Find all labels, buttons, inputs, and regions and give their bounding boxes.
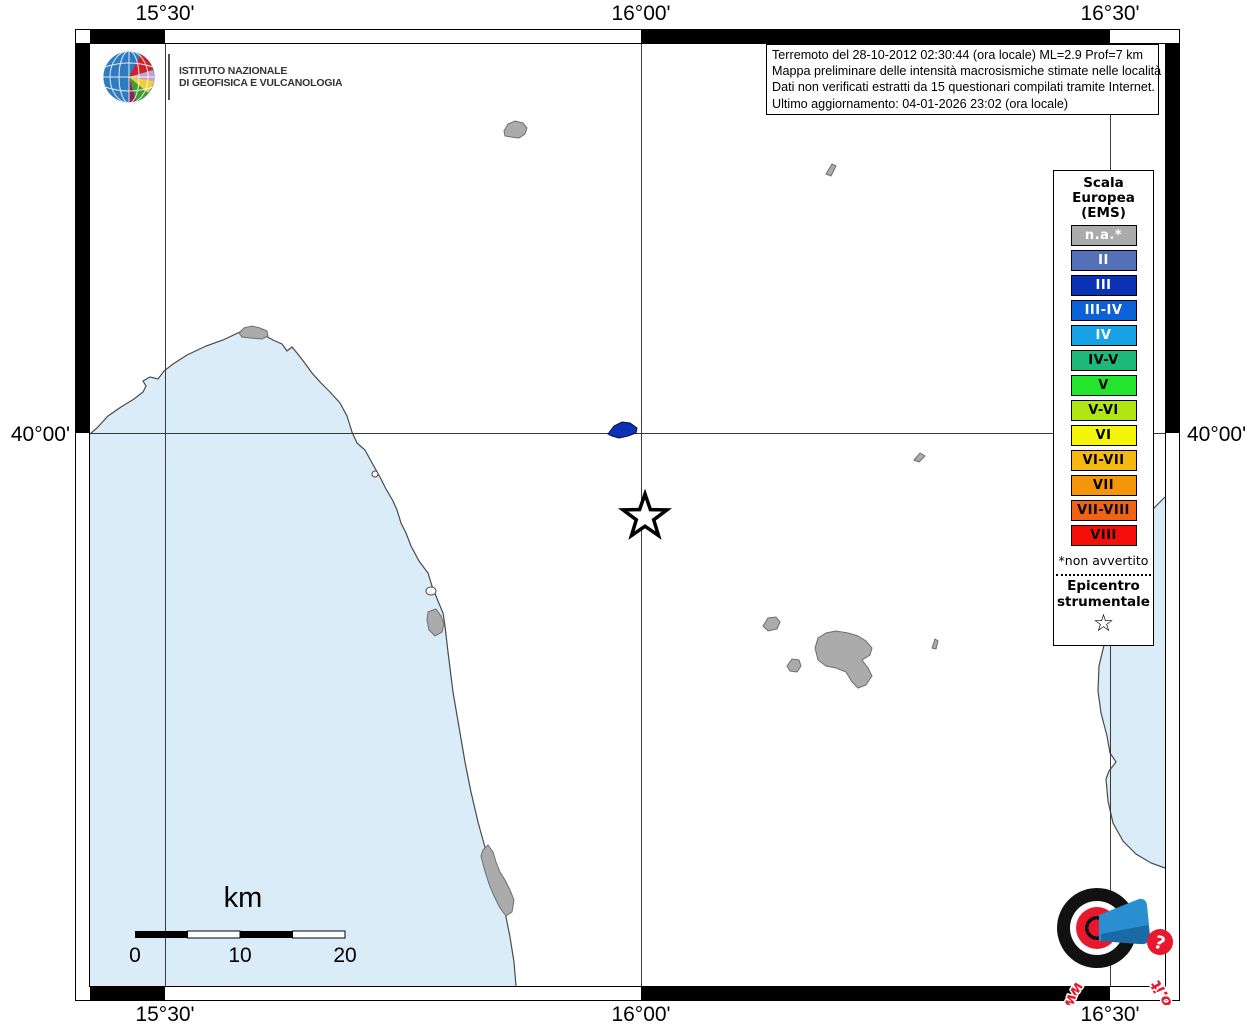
question-badge (1147, 929, 1173, 955)
legend-swatch-iv: IV (1070, 325, 1137, 346)
earthquake-info-box: Terremoto del 28-10-2012 02:30:44 (ora l… (766, 44, 1162, 115)
ingv-logo-divider (168, 54, 170, 100)
legend-swatch-ii: II (1070, 250, 1137, 271)
legend-swatch-iii-iv: III-IV (1070, 300, 1137, 321)
locality-polygon-na (238, 325, 269, 340)
legend-divider (1056, 574, 1151, 576)
frame-seg (90, 987, 165, 1000)
map-frame (75, 29, 1180, 1001)
legend-swatch-vi: VI (1070, 425, 1137, 446)
axis-label-top-15-30: 15°30' (135, 2, 195, 25)
sea-coast-outline-main (89, 329, 517, 987)
legend-title-line1: Scala (1083, 175, 1124, 191)
axis-label-bottom-15-30: 15°30' (135, 1003, 195, 1024)
info-line-data: Dati non verificati estratti da 15 quest… (772, 80, 1155, 95)
locality-polygon-na (814, 630, 873, 689)
frame-seg (641, 987, 1110, 1000)
legend-swatch-v: V (1070, 375, 1137, 396)
axis-label-right-40-00: 40°00' (1187, 423, 1247, 446)
locality-polygon-na (480, 844, 515, 917)
locality-polygon-na (786, 658, 802, 673)
scale-bar-unit: km (223, 882, 263, 914)
axis-label-left-40-00: 40°00' (10, 423, 70, 446)
frame-seg (1166, 43, 1179, 433)
legend-epicenter-line1: Epicentro (1067, 578, 1140, 594)
frame-seg (76, 43, 89, 433)
locality-polygon-intensity-iii (607, 421, 638, 439)
scale-bar (135, 930, 346, 939)
megaphone-shadow (1101, 925, 1150, 945)
localities-na (238, 120, 939, 917)
scale-bar-tick-20: 20 (333, 944, 357, 967)
sea-gulf-main (90, 330, 516, 986)
legend-swatch-vii-viii: VII-VIII (1070, 500, 1137, 521)
locality-polygon-na (762, 616, 781, 632)
haisentitoilterremoto-logo: ? www.haisentitoilterremoto.it (1057, 888, 1175, 1005)
locality-polygon-na (426, 608, 445, 637)
legend-title-line3: (EMS) (1081, 205, 1126, 221)
ingv-globe-icon (102, 50, 156, 104)
legend-epicenter-line2: strumentale (1057, 594, 1150, 610)
locality-polygon-na (931, 638, 939, 650)
legend-swatch-na: n.a.* (1070, 225, 1137, 246)
frame-seg (90, 30, 165, 43)
legend-swatch-iii: III (1070, 275, 1137, 296)
axis-label-bottom-16-00: 16°00' (611, 1003, 671, 1024)
epicenter-star (617, 488, 673, 540)
islet (371, 470, 379, 478)
scale-bar-tick-0: 0 (129, 944, 141, 967)
legend-swatch-vi-vii: VI-VII (1070, 450, 1137, 471)
legend-swatch-viii: VIII (1070, 525, 1137, 546)
info-line-updated: Ultimo aggiornamento: 04-01-2026 23:02 (… (772, 96, 1069, 111)
intensity-legend: Scala Europea (EMS) n.a.* II III III-IV … (1053, 170, 1154, 646)
axis-label-top-16-30: 16°30' (1080, 2, 1140, 25)
info-line-event: Terremoto del 28-10-2012 02:30:44 (ora l… (772, 48, 1144, 62)
locality-polygon-na (913, 452, 926, 463)
scale-bar-tick-10: 10 (228, 944, 252, 967)
axis-label-top-16-00: 16°00' (611, 2, 671, 25)
locality-polygon-na (825, 163, 837, 177)
legend-epicenter-star-icon: ☆ (1092, 609, 1115, 637)
locality-polygon-na (503, 120, 528, 139)
ingv-name-line2: DI GEOFISICA E VULCANOLOGIA (179, 77, 343, 89)
legend-title-line2: Europea (1072, 190, 1135, 206)
circular-logo-text: www.haisentitoilterremoto.it (1059, 976, 1175, 1005)
ingv-logo: ISTITUTO NAZIONALE DI GEOFISICA E VULCAN… (100, 48, 343, 106)
frame-seg (641, 30, 1110, 43)
legend-swatch-v-vi: V-VI (1070, 400, 1137, 421)
axis-label-bottom-16-30: 16°30' (1080, 1003, 1140, 1024)
ingv-name-line1: ISTITUTO NAZIONALE (179, 64, 288, 77)
legend-swatch-iv-v: IV-V (1070, 350, 1137, 371)
info-line-map: Mappa preliminare delle intensità macros… (772, 64, 1162, 79)
legend-swatch-vii: VII (1070, 475, 1137, 496)
coastal-lagoon (425, 586, 437, 596)
legend-footnote: *non avvertito (1058, 553, 1149, 568)
